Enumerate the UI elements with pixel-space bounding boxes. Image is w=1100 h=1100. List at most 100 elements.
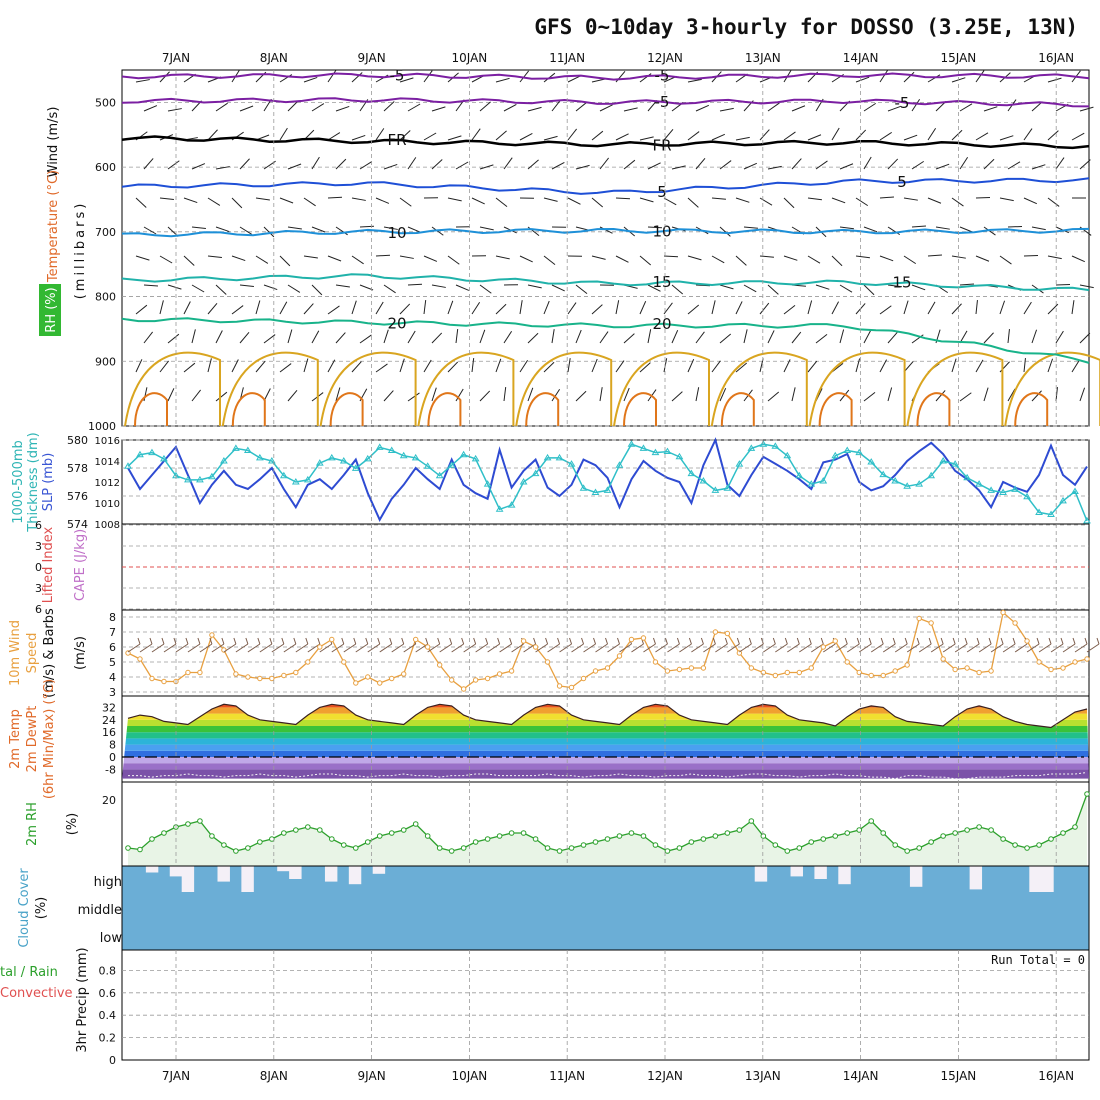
temp-line xyxy=(127,703,1088,729)
precip-panel: 0 0.2 0.4 0.6 0.8 Run Total = 0 xyxy=(99,949,1090,1067)
cloud-gap-bar xyxy=(181,866,195,892)
wind-barb xyxy=(247,643,261,653)
rh-point xyxy=(400,827,407,833)
upper-wind-barb xyxy=(663,197,677,206)
upper-rh-label: RH (%) xyxy=(44,287,59,332)
rh-contour-orange xyxy=(720,392,755,427)
wind-barb xyxy=(643,643,656,653)
contour-label: -5 xyxy=(895,94,910,112)
wind-barb-flag xyxy=(569,637,573,645)
slp-point xyxy=(1059,496,1067,504)
wind-speed-point xyxy=(389,675,395,682)
bottom-date-tick: 7JAN xyxy=(162,1069,190,1083)
cloud-gap-bar xyxy=(814,866,827,879)
upper-wind-barb xyxy=(407,103,421,112)
upper-wind-barb xyxy=(959,330,968,344)
thickness-label: 1000-500mb xyxy=(11,440,26,524)
upper-wind-barb xyxy=(767,330,775,344)
wind-speed-point xyxy=(1024,638,1030,644)
upper-wind-barb xyxy=(1079,106,1094,112)
wind10m-units-ms: (m/s) xyxy=(73,636,88,670)
upper-wind-barb xyxy=(191,226,206,229)
rh-point xyxy=(892,842,899,848)
upper-wind-barb xyxy=(903,71,915,83)
temp-tick: 0 xyxy=(109,751,116,764)
wind-barb-flag xyxy=(221,637,225,645)
wind-speed-point xyxy=(844,659,850,665)
upper-wind-barb xyxy=(351,300,357,315)
upper-wind-barb xyxy=(983,332,994,344)
wind-barb xyxy=(631,643,644,653)
rh-point xyxy=(364,839,371,845)
upper-wind-barb xyxy=(287,329,293,344)
upper-wind-barb xyxy=(767,102,780,112)
wind-speed-point xyxy=(808,665,814,671)
slp-point xyxy=(903,482,912,489)
wind-barb-flag xyxy=(1048,637,1052,645)
upper-wind-barb xyxy=(903,134,918,141)
upper-wind-barb xyxy=(743,226,758,229)
rh-contour-orange xyxy=(134,392,168,427)
upper-wind-barb xyxy=(543,361,555,373)
wind-tick: 7 xyxy=(109,626,116,639)
wind-speed-point xyxy=(880,672,886,679)
upper-wind-barb xyxy=(927,301,936,315)
slp-point xyxy=(1023,492,1031,500)
upper-wind-barb xyxy=(311,284,323,296)
wind-barb-flag xyxy=(748,637,752,645)
upper-wind-barb xyxy=(623,107,638,112)
rh-point xyxy=(149,836,155,842)
top-date-tick: 8JAN xyxy=(260,51,288,65)
rh-contour-gold xyxy=(319,351,417,427)
wind-speed-point xyxy=(664,668,671,674)
upper-wind-barb xyxy=(663,302,673,315)
upper-wind-barb xyxy=(1055,330,1064,344)
wind-speed-point xyxy=(1048,666,1054,673)
upper-wind-barb xyxy=(999,135,1014,141)
wind-barb xyxy=(691,643,704,653)
rh-point xyxy=(616,833,623,839)
wind-barb xyxy=(1062,643,1076,653)
slp-point xyxy=(1083,516,1091,524)
upper-wind-barb xyxy=(495,130,507,141)
wind-barb-flag xyxy=(1060,637,1064,645)
upper-wind-barb xyxy=(567,197,581,205)
bottom-date-tick: 14JAN xyxy=(843,1069,879,1083)
upper-wind-barb xyxy=(815,160,828,170)
upper-wind-barb xyxy=(351,72,363,83)
temp-tick: 32 xyxy=(102,701,116,714)
wind-barb xyxy=(139,643,153,653)
wind-speed-point xyxy=(257,675,263,682)
upper-wind-barb xyxy=(887,332,898,344)
upper-wind-barb xyxy=(711,300,716,315)
rh-point xyxy=(688,839,695,845)
upper-wind-barb xyxy=(959,283,975,286)
wind-speed-point xyxy=(724,630,731,637)
upper-wind-barb xyxy=(951,303,962,315)
wind-barb-flag xyxy=(736,637,740,645)
precip-units-label: 3hr Precip (mm) xyxy=(75,947,90,1052)
upper-wind-barb xyxy=(959,392,972,402)
upper-wind-barb xyxy=(159,197,174,200)
wind-barb xyxy=(655,643,668,653)
wind-barb xyxy=(535,643,548,653)
upper-wind-barb xyxy=(863,156,872,170)
upper-wind-barb xyxy=(591,255,606,260)
upper-wind-barb xyxy=(671,284,684,295)
upper-wind-barb xyxy=(423,359,432,373)
precip-tick: 0.2 xyxy=(99,1032,117,1045)
temperature-contour xyxy=(121,72,1090,81)
upper-wind-barb xyxy=(735,255,747,266)
cloud-low-label: low xyxy=(100,931,123,946)
upper-wind-barb xyxy=(159,71,170,83)
slp-label: SLP (mb) xyxy=(41,453,56,512)
wind-barb xyxy=(1074,643,1088,653)
upper-wind-barb xyxy=(543,135,558,141)
wind-barb xyxy=(223,643,237,653)
precip-convective-label: Convective xyxy=(0,986,73,1001)
temp-color-band xyxy=(122,769,1089,779)
slp-point xyxy=(783,451,792,459)
rh-point xyxy=(664,848,671,854)
slp-point xyxy=(315,459,324,466)
upper-wind-barb xyxy=(735,301,743,315)
